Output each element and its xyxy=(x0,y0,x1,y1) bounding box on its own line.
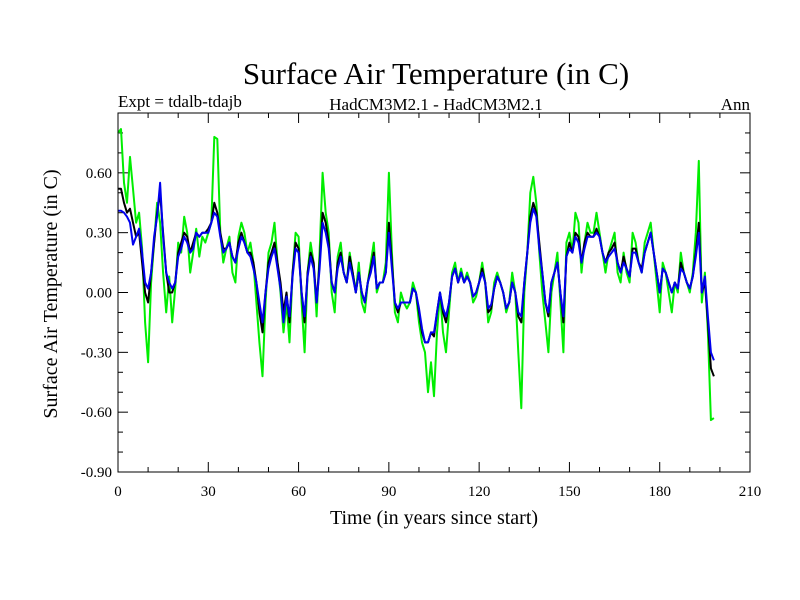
y-tick-label: 0.00 xyxy=(86,286,112,302)
x-tick-label: 90 xyxy=(381,484,396,500)
data-series xyxy=(117,128,715,422)
x-tick-label: 180 xyxy=(648,484,671,500)
y-tick-label: -0.60 xyxy=(81,405,112,421)
experiment-label: Expt = tdalb-tdajb xyxy=(118,92,242,111)
season-label: Ann xyxy=(721,95,751,114)
x-tick-label: 30 xyxy=(201,484,216,500)
model-label: HadCM3M2.1 - HadCM3M2.1 xyxy=(329,95,542,114)
y-tick-label: -0.90 xyxy=(81,465,112,481)
y-tick-label: 0.60 xyxy=(86,166,112,182)
x-tick-label: 210 xyxy=(739,484,762,500)
axis-tick-labels: 0 30 60 90 120 150 180 210 -0.90 -0.60 -0.30 0.00 0.… xyxy=(81,166,762,500)
y-tick-label: 0.30 xyxy=(86,226,112,242)
x-tick-label: 60 xyxy=(291,484,306,500)
y-tick-label: -0.30 xyxy=(81,345,112,361)
series-blue-line xyxy=(118,181,715,361)
axis-ticks xyxy=(117,113,751,473)
y-axis-label: Surface Air Temperature (in C) xyxy=(40,169,62,418)
x-tick-label: 150 xyxy=(558,484,581,500)
chart-title: Surface Air Temperature (in C) xyxy=(243,56,629,91)
x-axis-label: Time (in years since start) xyxy=(330,507,538,529)
plot-frame xyxy=(117,112,751,473)
x-tick-label: 0 xyxy=(114,484,122,500)
x-tick-label: 120 xyxy=(468,484,491,500)
